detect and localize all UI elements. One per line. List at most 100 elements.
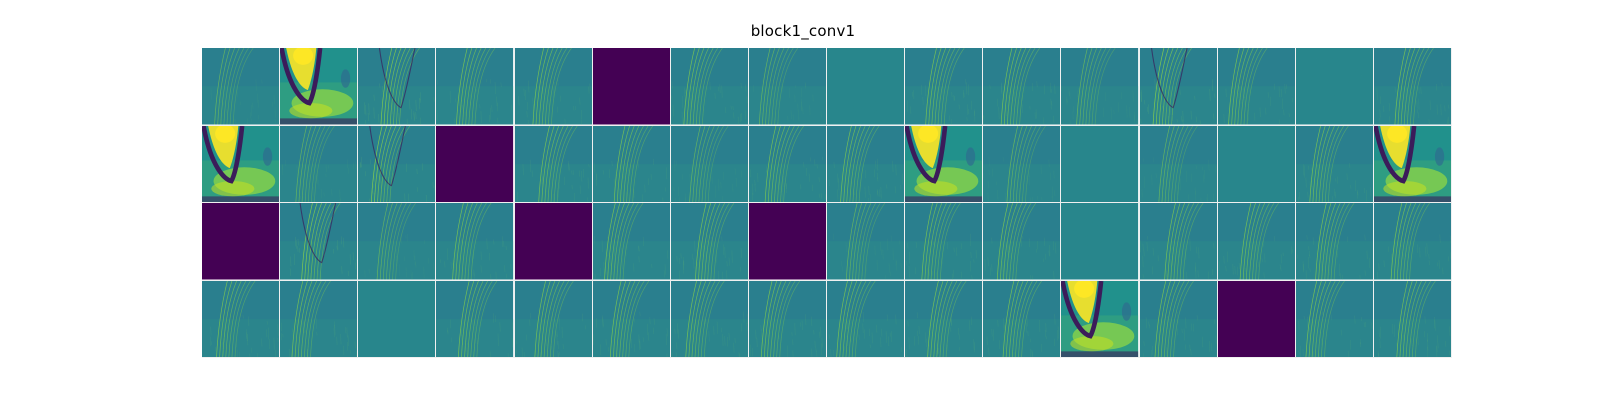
feature-map-image	[983, 125, 1061, 202]
feature-map-tile	[827, 125, 906, 203]
feature-map-image	[1217, 280, 1295, 357]
feature-map-image	[592, 280, 670, 357]
feature-map-tile	[280, 48, 359, 126]
feature-map-image	[592, 48, 670, 125]
feature-map-image	[280, 280, 358, 357]
feature-map-tile	[436, 48, 515, 126]
feature-map-tile	[748, 280, 827, 358]
feature-map-image	[1217, 48, 1295, 125]
feature-map-tile	[1061, 48, 1140, 126]
feature-map-tile	[1373, 203, 1452, 281]
feature-map-tile	[280, 125, 359, 203]
feature-map-tile	[1217, 48, 1296, 126]
feature-map-tile	[358, 280, 437, 358]
feature-map-grid	[202, 48, 1452, 358]
feature-map-image	[983, 203, 1061, 280]
feature-map-tile	[592, 48, 671, 126]
feature-map-tile	[514, 125, 593, 203]
feature-map-image	[905, 125, 983, 202]
feature-map-tile	[1295, 48, 1374, 126]
feature-map-tile	[748, 48, 827, 126]
feature-map-image	[983, 280, 1061, 357]
feature-map-tile	[1373, 280, 1452, 358]
feature-map-tile	[983, 203, 1062, 281]
feature-map-tile	[202, 203, 281, 281]
feature-map-image	[1295, 203, 1373, 280]
feature-map-tile	[670, 125, 749, 203]
feature-map-image	[592, 125, 670, 202]
feature-map-tile	[592, 125, 671, 203]
feature-map-tile	[905, 203, 984, 281]
feature-map-image	[1217, 203, 1295, 280]
feature-map-image	[514, 203, 592, 280]
feature-map-tile	[436, 125, 515, 203]
feature-map-image	[905, 203, 983, 280]
feature-map-image	[358, 125, 436, 202]
feature-map-tile	[1139, 125, 1218, 203]
feature-map-image	[827, 280, 905, 357]
feature-map-tile	[983, 48, 1062, 126]
feature-map-image	[436, 280, 514, 357]
feature-map-tile	[514, 203, 593, 281]
feature-map-image	[670, 203, 748, 280]
feature-map-tile	[514, 48, 593, 126]
feature-map-image	[514, 48, 592, 125]
feature-map-tile	[202, 280, 281, 358]
feature-map-image	[358, 48, 436, 125]
feature-map-image	[905, 280, 983, 357]
feature-map-tile	[1217, 280, 1296, 358]
feature-map-tile	[358, 203, 437, 281]
feature-map-image	[827, 125, 905, 202]
feature-map-image	[358, 280, 436, 357]
feature-map-tile	[202, 125, 281, 203]
feature-map-image	[280, 48, 358, 125]
feature-map-tile	[592, 280, 671, 358]
feature-map-image	[202, 280, 280, 357]
feature-map-tile	[358, 125, 437, 203]
feature-map-tile	[1217, 203, 1296, 281]
feature-map-tile	[1139, 280, 1218, 358]
feature-map-image	[1139, 125, 1217, 202]
feature-map-tile	[827, 48, 906, 126]
feature-map-image	[514, 125, 592, 202]
feature-map-tile	[983, 125, 1062, 203]
feature-map-image	[1061, 280, 1139, 357]
feature-map-image	[436, 125, 514, 202]
feature-map-tile	[748, 125, 827, 203]
feature-map-image	[514, 280, 592, 357]
feature-map-image	[1061, 203, 1139, 280]
feature-map-tile	[1217, 125, 1296, 203]
feature-map-image	[592, 203, 670, 280]
feature-map-image	[748, 125, 826, 202]
feature-map-tile	[358, 48, 437, 126]
feature-map-tile	[827, 203, 906, 281]
feature-map-image	[280, 125, 358, 202]
feature-map-image	[358, 203, 436, 280]
feature-map-tile	[827, 280, 906, 358]
feature-map-tile	[436, 203, 515, 281]
feature-map-image	[670, 48, 748, 125]
feature-map-tile	[592, 203, 671, 281]
feature-map-image	[1061, 125, 1139, 202]
feature-map-image	[436, 203, 514, 280]
feature-map-tile	[436, 280, 515, 358]
feature-map-image	[1373, 280, 1451, 357]
feature-map-image	[983, 48, 1061, 125]
feature-map-image	[748, 203, 826, 280]
feature-map-tile	[1295, 125, 1374, 203]
feature-map-tile	[1295, 280, 1374, 358]
feature-map-tile	[1061, 125, 1140, 203]
feature-map-tile	[1373, 125, 1452, 203]
feature-map-image	[1373, 203, 1451, 280]
feature-map-tile	[905, 48, 984, 126]
feature-map-image	[202, 48, 280, 125]
feature-map-tile	[1139, 203, 1218, 281]
feature-map-image	[827, 203, 905, 280]
feature-map-image	[1139, 48, 1217, 125]
feature-map-tile	[670, 280, 749, 358]
feature-map-image	[1373, 48, 1451, 125]
feature-map-image	[827, 48, 905, 125]
feature-map-tile	[1295, 203, 1374, 281]
feature-map-tile	[670, 48, 749, 126]
feature-map-tile	[514, 280, 593, 358]
